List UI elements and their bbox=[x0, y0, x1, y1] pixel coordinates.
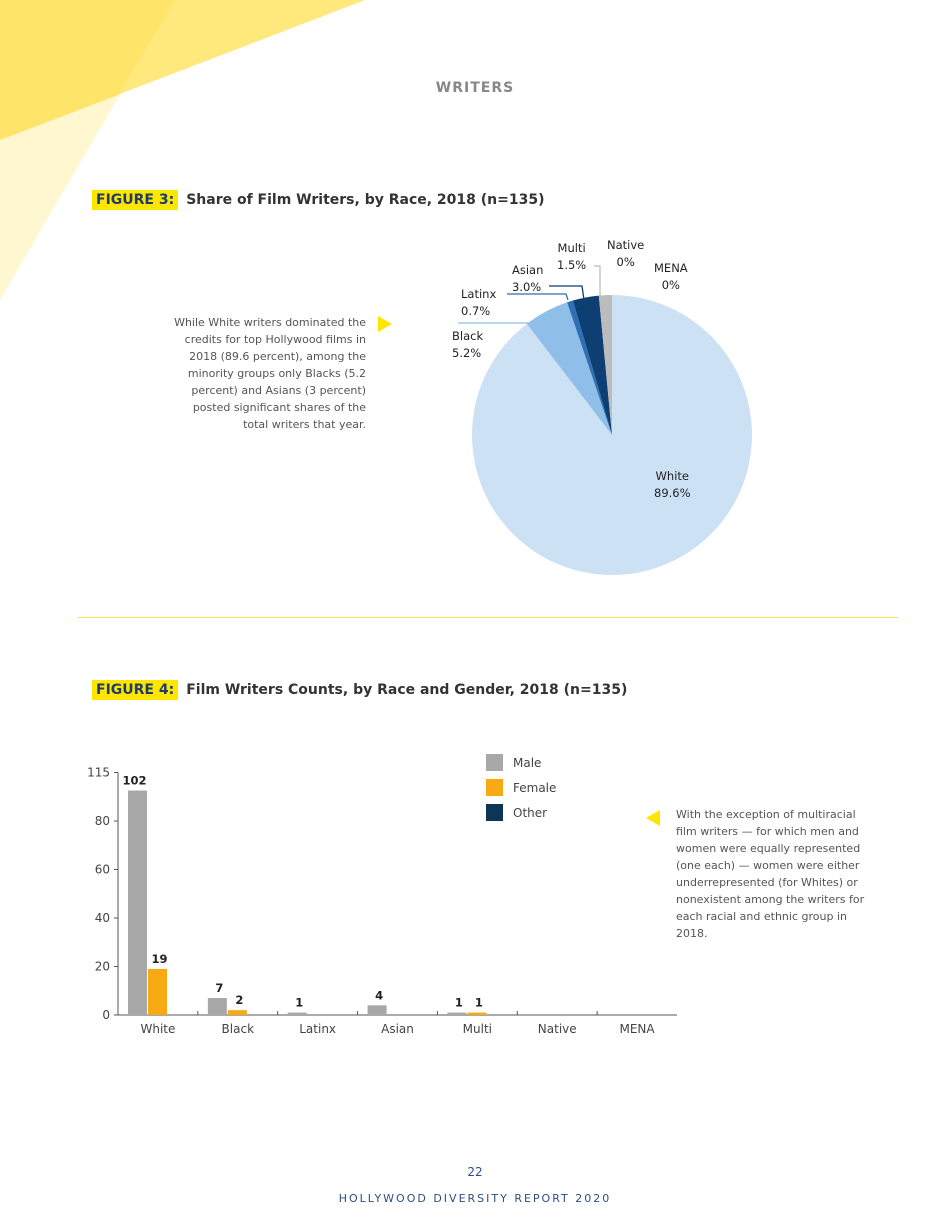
data-label: 19 bbox=[151, 952, 167, 966]
pie-label-white: White 89.6% bbox=[654, 469, 691, 500]
x-tick-label-native: Native bbox=[538, 1022, 577, 1036]
publication-name: HOLLYWOOD DIVERSITY REPORT 2020 bbox=[338, 1192, 612, 1205]
bar-white-male bbox=[128, 790, 147, 1015]
y-tick-label: 115 bbox=[87, 766, 110, 780]
pie-label-multi: Multi 1.5% bbox=[557, 241, 587, 272]
figure-3-note: While White writers dominated the credit… bbox=[174, 316, 366, 431]
y-tick-label: 40 bbox=[95, 911, 110, 925]
y-tick-label: 20 bbox=[95, 960, 110, 974]
section-divider bbox=[78, 617, 898, 618]
pie-slice-white bbox=[471, 295, 752, 575]
leader-line-latinx bbox=[507, 293, 569, 301]
pointer-left-icon bbox=[646, 810, 660, 826]
figure-3-title: Share of Film Writers, by Race, 2018 (n=… bbox=[186, 192, 545, 208]
figure-3-heading: FIGURE 3: Share of Film Writers, by Race… bbox=[92, 190, 545, 210]
figure-4-title: Film Writers Counts, by Race and Gender,… bbox=[186, 682, 628, 698]
legend-item-female: Female bbox=[486, 775, 556, 800]
y-tick-label: 60 bbox=[95, 863, 110, 877]
legend-swatch-female bbox=[486, 779, 503, 796]
bar-multi-male bbox=[447, 1012, 467, 1015]
leader-line-multi bbox=[594, 265, 601, 300]
pie-label-black: Black 5.2% bbox=[452, 329, 484, 360]
pie-slice-latinx bbox=[567, 300, 612, 435]
pie-slice-asian bbox=[572, 295, 612, 435]
bar-asian-male bbox=[367, 1005, 387, 1015]
bar-black-female bbox=[227, 1010, 247, 1015]
bar-latinx-male bbox=[287, 1012, 307, 1015]
leader-line-asian bbox=[549, 285, 585, 301]
bar-black-male bbox=[207, 998, 227, 1015]
legend-item-other: Other bbox=[486, 800, 556, 825]
pie-slice-multi bbox=[598, 295, 612, 435]
x-tick-label-mena: MENA bbox=[620, 1022, 656, 1036]
section-title: WRITERS bbox=[435, 80, 515, 96]
y-tick-label: 0 bbox=[102, 1008, 110, 1022]
data-label: 1 bbox=[295, 996, 303, 1010]
pie-label-mena: MENA 0% bbox=[654, 261, 688, 292]
bar-white-female bbox=[148, 968, 167, 1015]
y-tick-label: 80 bbox=[95, 814, 110, 828]
x-tick-label-latinx: Latinx bbox=[299, 1022, 336, 1036]
figure-4-note: With the exception of multiracial film w… bbox=[676, 808, 865, 940]
figure-3-tag: FIGURE 3: bbox=[92, 190, 179, 210]
pie-chart bbox=[458, 265, 752, 575]
legend-swatch-male bbox=[486, 754, 503, 771]
data-label: 102 bbox=[122, 774, 146, 788]
pie-label-latinx: Latinx 0.7% bbox=[461, 287, 497, 318]
x-tick-label-asian: Asian bbox=[381, 1022, 414, 1036]
pie-label-native: Native 0% bbox=[607, 238, 645, 269]
page-number: 22 bbox=[467, 1165, 483, 1179]
pie-slice-black bbox=[526, 302, 612, 435]
x-tick-label-multi: Multi bbox=[463, 1022, 492, 1036]
legend-item-male: Male bbox=[486, 750, 556, 775]
data-label: 7 bbox=[215, 981, 223, 995]
figure-4-heading: FIGURE 4: Film Writers Counts, by Race a… bbox=[92, 680, 627, 700]
data-label: 1 bbox=[475, 996, 483, 1010]
data-label: 2 bbox=[235, 993, 243, 1007]
bar-legend: Male Female Other bbox=[486, 750, 556, 825]
legend-swatch-other bbox=[486, 804, 503, 821]
bar-chart: 0 20 40 60 80 115 White 102 19 Black 72 Latinx 1 Asia… bbox=[87, 766, 677, 1036]
x-tick-label-white: White bbox=[140, 1022, 175, 1036]
data-label: 4 bbox=[375, 988, 383, 1002]
data-label: 1 bbox=[455, 996, 463, 1010]
x-tick-label-black: Black bbox=[222, 1022, 255, 1036]
pointer-right-icon bbox=[378, 316, 392, 332]
pie-label-asian: Asian 3.0% bbox=[512, 263, 544, 294]
figure-4-tag: FIGURE 4: bbox=[92, 680, 179, 700]
background-decoration bbox=[0, 0, 365, 300]
bar-multi-female bbox=[467, 1012, 487, 1015]
